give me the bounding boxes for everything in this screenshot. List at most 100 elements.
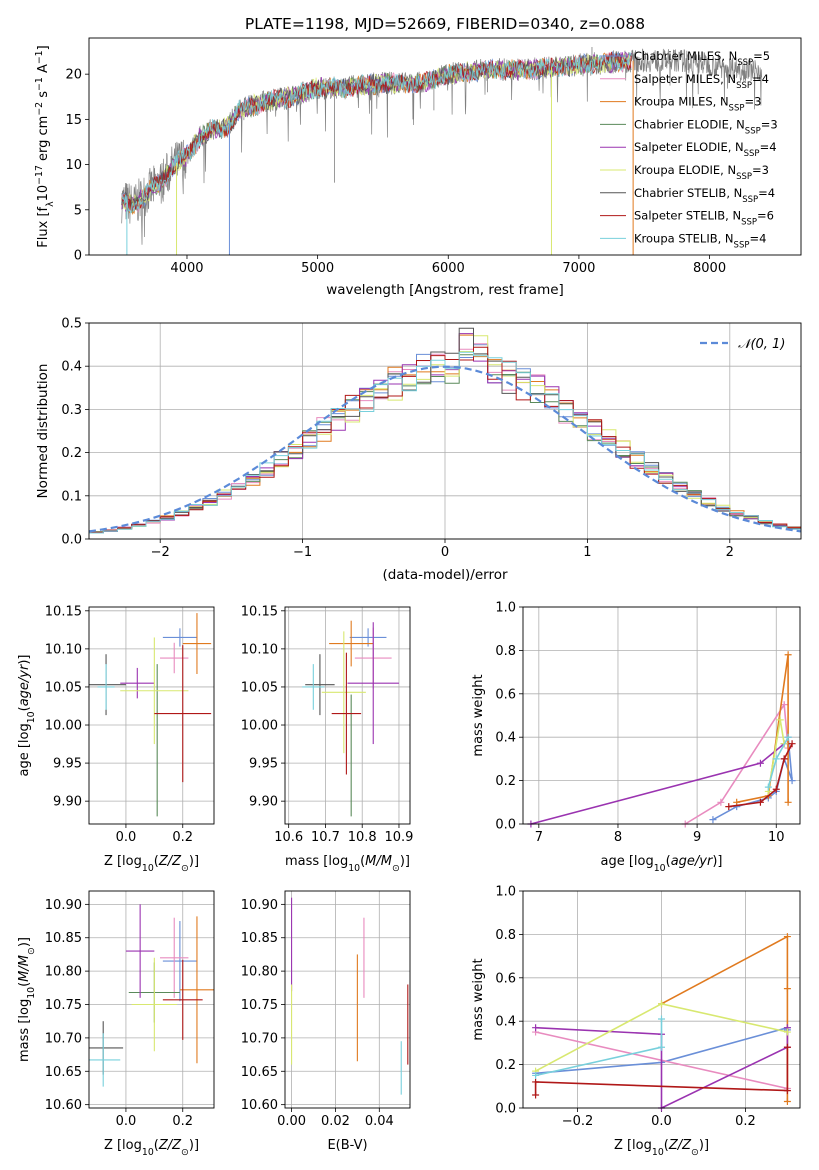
mass-weight-marker [788, 740, 796, 748]
y-tick-label: 10.15 [241, 604, 278, 619]
legend-text: =6 [757, 209, 774, 223]
age-vs-Z-xlabel-part: Z/Z [158, 854, 182, 869]
spectrum-xlabel: wavelength [Angstrom, rest frame] [326, 282, 564, 298]
y-tick-label: 10.00 [241, 719, 278, 734]
mass-weight-vs-age-xlabel-part: age [log [600, 854, 653, 869]
y-tick-label: 10.10 [241, 642, 278, 657]
y-tick-label: 10.85 [45, 931, 82, 946]
mass-weight-marker [780, 755, 788, 763]
residual-histogram-8 [89, 351, 801, 534]
y-tick-label: 20 [65, 68, 82, 83]
age-vs-mass-xlabel-part: M/M [365, 854, 392, 869]
mass-weight-marker [725, 803, 733, 811]
age-vs-Z-panel: 0.0 0.2 9.90 9.95 10.00 10.05 10.10 10.15 Z [log… [17, 604, 215, 874]
legend-text: Salpeter ELODIE, N [634, 140, 744, 154]
mass-weight-marker [717, 798, 725, 806]
age-vs-Z-ylabel-part: 10 [26, 711, 37, 723]
x-tick-label: 0.2 [172, 1114, 193, 1129]
x-tick-label: 0.2 [735, 1114, 756, 1129]
age-vs-Z-xlabel-part: Z [log [104, 854, 142, 869]
mass-weight-marker [658, 1043, 665, 1051]
legend-text: =4 [760, 140, 777, 154]
spectrum-ylabel-part: A [36, 64, 51, 77]
y-tick-label: 10.70 [241, 1031, 278, 1046]
x-tick-label: 9 [693, 830, 701, 845]
mass-weight-marker [784, 651, 792, 659]
mass-weight-marker [756, 798, 764, 806]
axes-frame [88, 606, 215, 825]
x-tick-label: 0.0 [116, 1114, 137, 1129]
x-tick-label: 7000 [562, 261, 595, 276]
legend-sub: SSP [745, 126, 761, 136]
histogram-ylabel: Normed distribution [35, 364, 51, 499]
spectrum-ylabel-part: Flux [f [36, 206, 51, 247]
mass-vs-Z-xlabel-part: ⊙ [181, 1147, 189, 1158]
axes-frame [88, 322, 802, 540]
age-vs-mass-xlabel: mass [log10(M/M⊙)] [285, 854, 410, 874]
axes-frame [522, 606, 801, 825]
legend-text: =3 [752, 163, 769, 177]
residual-histogram-7 [89, 346, 801, 533]
x-tick-label: 0.0 [651, 1114, 672, 1129]
mass-weight-marker [709, 816, 717, 824]
y-tick-label: 0.5 [61, 317, 82, 332]
legend-entry: Chabrier ELODIE, NSSP=3 [634, 117, 778, 136]
mass-weight-line-2 [736, 654, 789, 804]
y-tick-label: 10.65 [45, 1065, 82, 1080]
mass-vs-EBV-panel: 0.00 0.02 0.04 10.60 10.65 10.70 10.75 10.80 10.… [241, 890, 411, 1129]
spectrum-ylabel-part: erg cm [36, 116, 51, 165]
x-tick-label: 0 [441, 545, 449, 560]
y-tick-label: 10.90 [45, 898, 82, 913]
mass-weight-vs-Z-panel: −0.2 0.0 0.2 0.0 0.2 0.4 0.6 0.8 1.0 Z [log10(Z/Z… [471, 885, 801, 1158]
x-tick-label: 0.02 [321, 1114, 350, 1129]
age-vs-Z-ylabel: age [log10(age/yr)] [17, 654, 37, 776]
legend-text: Salpeter MILES, N [634, 72, 736, 86]
y-tick-label: 9.95 [53, 757, 82, 772]
model-spectrum-line-7 [121, 51, 632, 211]
legend-entry: Salpeter ELODIE, NSSP=4 [634, 140, 777, 159]
x-tick-label: 5000 [301, 261, 334, 276]
mass-weight-marker [783, 985, 791, 993]
y-tick-label: 0.8 [495, 644, 516, 659]
y-tick-label: 5 [74, 203, 82, 218]
model-spectrum-line-5 [121, 53, 632, 211]
age-vs-mass-xlabel-part: )] [400, 854, 410, 869]
mass-vs-EBV-plot-area [291, 897, 409, 1095]
x-tick-label: 4000 [170, 261, 203, 276]
legend-text: =5 [753, 49, 770, 63]
x-tick-label: 0.00 [277, 1114, 306, 1129]
mass-vs-Z-ylabel: mass [log10(M/M⊙)] [17, 937, 37, 1062]
legend-sub: SSP [744, 149, 760, 159]
x-tick-label: 10.9 [384, 830, 413, 845]
mass-weight-marker [733, 798, 741, 806]
age-vs-Z-plot-area [89, 613, 212, 817]
y-tick-label: 0.0 [61, 533, 82, 548]
y-tick-label: 9.90 [53, 795, 82, 810]
x-tick-label: 2 [726, 545, 734, 560]
mass-weight-vs-Z-xlabel-part: 10 [652, 1147, 664, 1158]
y-tick-label: 10.65 [241, 1065, 278, 1080]
legend-text: =4 [749, 231, 766, 245]
y-tick-label: 0 [74, 249, 82, 264]
y-tick-label: 10.05 [241, 680, 278, 695]
mass-vs-Z-panel: 0.0 0.2 10.60 10.65 10.70 10.75 10.80 10.85 10.9… [17, 890, 215, 1158]
axes-frame [284, 890, 411, 1109]
age-vs-Z-ylabel-part: age/yr [17, 663, 32, 706]
model-spectrum-line-8 [121, 52, 632, 213]
mass-vs-Z-ylabel-part: mass [log [17, 999, 32, 1062]
age-vs-mass-xlabel-part: ⊙ [392, 863, 400, 874]
y-tick-label: 10.60 [45, 1098, 82, 1113]
residual-histogram-6 [89, 327, 801, 534]
y-tick-label: 0.3 [61, 403, 82, 418]
y-tick-label: 0.4 [495, 731, 516, 746]
x-tick-label: −2 [151, 545, 170, 560]
spectrum-ylabel-part: −2 [34, 102, 45, 116]
mass-vs-EBV-xlabel: E(B-V) [327, 1138, 367, 1153]
mass-weight-marker [783, 1028, 791, 1036]
x-tick-label: 1 [583, 545, 591, 560]
y-tick-label: 0.1 [61, 489, 82, 504]
x-tick-label: 6000 [432, 261, 465, 276]
legend-text: =4 [752, 72, 769, 86]
legend-sub: SSP [742, 195, 758, 205]
